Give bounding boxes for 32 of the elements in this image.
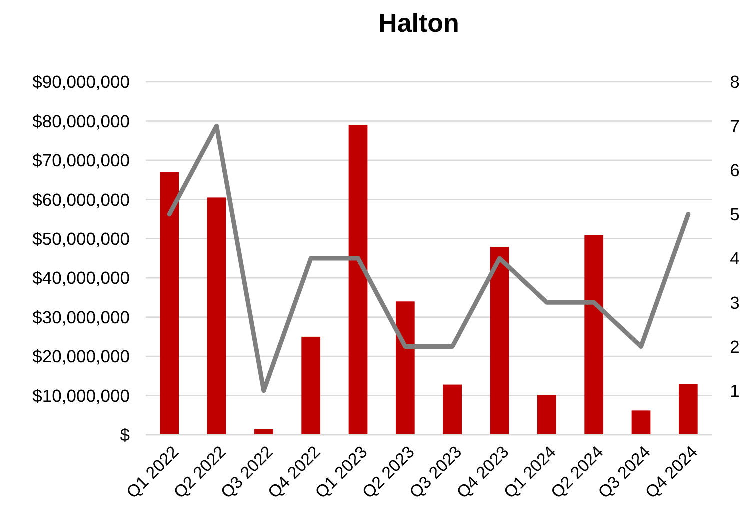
y-tick-label: $30,000,000 [32,307,130,328]
line-series [167,124,691,394]
bar [584,235,604,435]
y-tick-label: $40,000,000 [32,268,130,288]
bar [396,302,415,435]
y-tick-label: $20,000,000 [32,346,130,367]
bar [254,430,274,435]
y-tick-label: $60,000,000 [32,190,130,210]
y-tick-label: $50,000,000 [32,229,130,250]
y-tick-label: $70,000,000 [32,150,130,171]
bar [302,336,321,435]
bar [678,384,698,435]
y2-tick-label: 7 [730,116,740,136]
y2-tick-label: 3 [730,292,740,313]
y-tick-label: $80,000,000 [32,111,130,132]
bar [537,394,556,435]
bar [632,410,651,435]
y2-tick-label: 6 [730,160,740,180]
y-tick-label: $90,000,000 [32,72,130,92]
bar [490,247,510,435]
y2-tick-label: 2 [730,336,740,357]
y2-tick-label: 8 [730,72,740,92]
chart-title: Halton [378,8,460,38]
y2-tick-label: 4 [730,248,740,269]
y-tick-label: $ [120,425,130,446]
y-tick-label: $10,000,000 [32,386,130,406]
y2-tick-label: 5 [730,204,740,224]
bar [207,198,226,435]
bar [443,384,462,435]
bar [348,125,368,435]
bar [160,172,180,435]
y2-tick-label: 1 [730,381,740,401]
